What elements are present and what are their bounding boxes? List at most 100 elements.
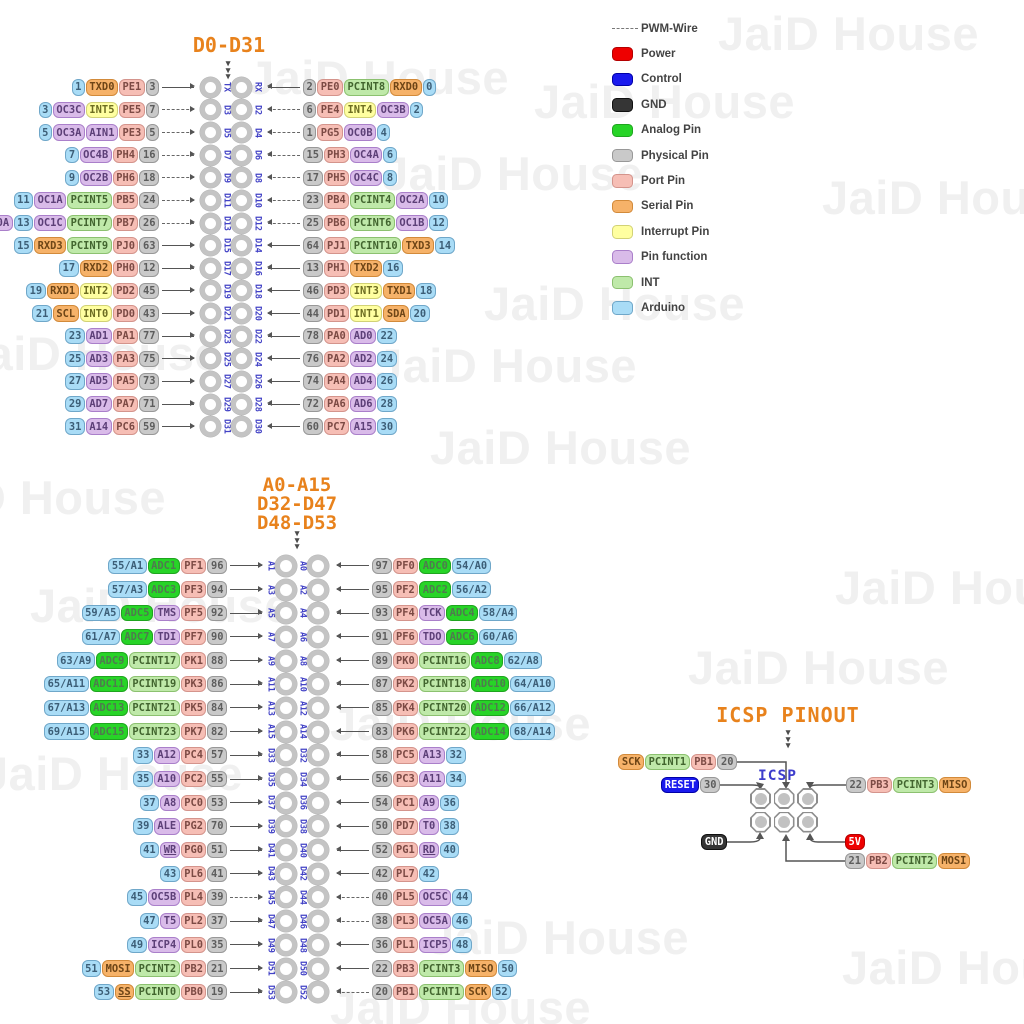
pin-pill-5: 5 (145, 124, 159, 141)
pin-row: 19 RXD1 INT2 PD2 45 D19 D18 46 PD3 INT3 TXD1 18 (0, 280, 494, 303)
pin-hole-pair: D35 D34 (264, 768, 335, 791)
pin-pill-pd1: PD1 (323, 305, 350, 322)
pin-hole (275, 625, 297, 648)
pin-pill-int2: INT2 (79, 282, 112, 300)
pwm-wire (267, 219, 300, 226)
pin-row-right: 36 PL1 ICP5 48 (335, 936, 600, 954)
pin-row-right: 64 PJ1 PCINT10 TXD3 14 (266, 237, 494, 254)
wire (267, 241, 300, 248)
wire (336, 704, 369, 711)
pin-hole (231, 212, 252, 234)
pin-row-right: 50 PD7 T0 38 (335, 818, 600, 835)
pin-hole-pair: D29 D28 (196, 393, 266, 415)
pin-hole-label: A4 (297, 608, 308, 619)
legend-label: Control (641, 73, 682, 86)
pin-hole (307, 957, 329, 980)
pin-hole (200, 76, 221, 98)
pin-hole (307, 768, 329, 791)
pin-row: 43 PL6 41 D43 D42 42 PL7 42 (0, 862, 600, 886)
pin-rows-a0-d53: 55/A1 ADC1 PF1 96 A1 A0 97 PF0 ADC0 54/A0 57/A3 ADC… (0, 554, 600, 1004)
pin-pill-ph1: PH1 (323, 260, 350, 277)
pin-pill-63: 63 (139, 237, 159, 254)
pin-pill-pk7: PK7 (180, 723, 207, 740)
pin-pill-2: 2 (410, 101, 424, 119)
pin-hole (307, 933, 329, 956)
icsp-pin (773, 788, 795, 809)
pin-hole-pair: A11 A10 (264, 673, 335, 696)
icsp-row-miso: 22 PB3 PCINT3 MISO (846, 777, 971, 794)
wire (230, 561, 263, 568)
icsp-pin (773, 811, 795, 833)
pin-hole (307, 815, 329, 838)
pin-hole (231, 144, 252, 166)
pin-pill-pcint23: PCINT23 (128, 723, 180, 740)
pin-hole-label: D16 (252, 261, 263, 276)
watermark-text: JaiD House (382, 147, 643, 200)
pin-row-left: 17 RXD2 PH0 12 (0, 260, 196, 277)
pwm-wire (336, 893, 369, 900)
pin-pill-46: 46 (303, 282, 323, 300)
pin-hole (200, 167, 221, 189)
pin-pill-pcint20: PCINT20 (419, 699, 471, 717)
pin-hole-label: D44 (297, 890, 308, 905)
pin-hole (275, 791, 297, 814)
pin-pill-43: 43 (160, 865, 180, 882)
legend-swatch (612, 275, 633, 290)
pin-hole (307, 886, 329, 909)
pin-hole (307, 720, 329, 743)
pin-pill-pcint2: PCINT2 (135, 960, 180, 977)
legend: PWM-Wire Power Control GND Analog Pin Physica… (612, 16, 709, 321)
pin-pill-a8: A8 (160, 794, 180, 811)
pin-pill-pc2: PC2 (180, 770, 207, 788)
wire (230, 964, 263, 971)
pin-hole-label: A0 (297, 560, 308, 571)
pin-hole-label: D19 (221, 283, 232, 299)
pin-hole (307, 554, 329, 577)
pin-pill-pg5: PG5 (317, 124, 344, 141)
pin-pill-57-a3: 57/A3 (108, 581, 147, 598)
pin-hole-label: A1 (265, 560, 276, 571)
pin-pill-adc11: ADC11 (89, 676, 128, 693)
pin-row-right: 95 PF2 ADC2 56/A2 (335, 581, 600, 598)
pin-pill-int5: INT5 (85, 101, 118, 119)
pin-pill-pf1: PF1 (180, 557, 207, 575)
pin-pill-pcint8: PCINT8 (344, 79, 389, 96)
pin-pill-pf3: PF3 (180, 581, 207, 598)
legend-label: PWM-Wire (641, 22, 698, 35)
pin-pill-txd2: TXD2 (350, 260, 383, 277)
pin-hole (307, 578, 329, 601)
pin-pill-pl3: PL3 (392, 912, 419, 930)
pin-row-right: 42 PL7 42 (335, 865, 600, 882)
pin-pill-42: 42 (372, 865, 392, 882)
pin-pill-pl4: PL4 (180, 889, 207, 906)
pwm-wire (230, 893, 263, 900)
wire (230, 940, 263, 947)
pin-row: 51 MOSI PCINT2 PB2 21 D51 D50 22 PB3 PCINT3 MISO 50 (0, 957, 600, 981)
pin-pill-23: 23 (65, 327, 85, 345)
pin-pill-pk2: PK2 (392, 676, 419, 693)
pin-pill-48: 48 (452, 936, 472, 954)
pin-hole-pair: D39 D38 (264, 815, 335, 838)
pin-pill-ss: SS (114, 984, 135, 1001)
pin-hole-label: D3 (221, 105, 232, 115)
pin-row: 49 ICP4 PL0 35 D49 D48 36 PL1 ICP5 48 (0, 933, 600, 957)
pin-hole-pair: TX RX (196, 76, 266, 98)
pin-pill-oc3b: OC3B (377, 101, 410, 119)
pin-pill-oc0b: OC0B (344, 124, 377, 141)
pin-hole-pair: D31 D30 (196, 416, 266, 438)
pin-hole-label: D36 (297, 795, 308, 811)
pin-pill-40: 40 (439, 841, 460, 859)
pin-hole-label: A12 (297, 700, 308, 716)
pin-pill-pl1: PL1 (392, 936, 419, 954)
pin-pill-pa6: PA6 (323, 395, 350, 413)
pin-pill-84: 84 (207, 699, 227, 717)
pin-pill-58-a4: 58/A4 (479, 605, 518, 622)
pwm-wire (162, 151, 195, 158)
pwm-wire (267, 106, 300, 113)
pin-pill-adc7: ADC7 (120, 628, 153, 646)
pin-pill-7: 7 (145, 101, 159, 119)
pin-hole-label: D29 (221, 396, 232, 412)
pin-pill-adc2: ADC2 (419, 581, 452, 598)
pin-pill-26: 26 (377, 373, 397, 390)
pin-pill-37: 37 (139, 794, 160, 811)
